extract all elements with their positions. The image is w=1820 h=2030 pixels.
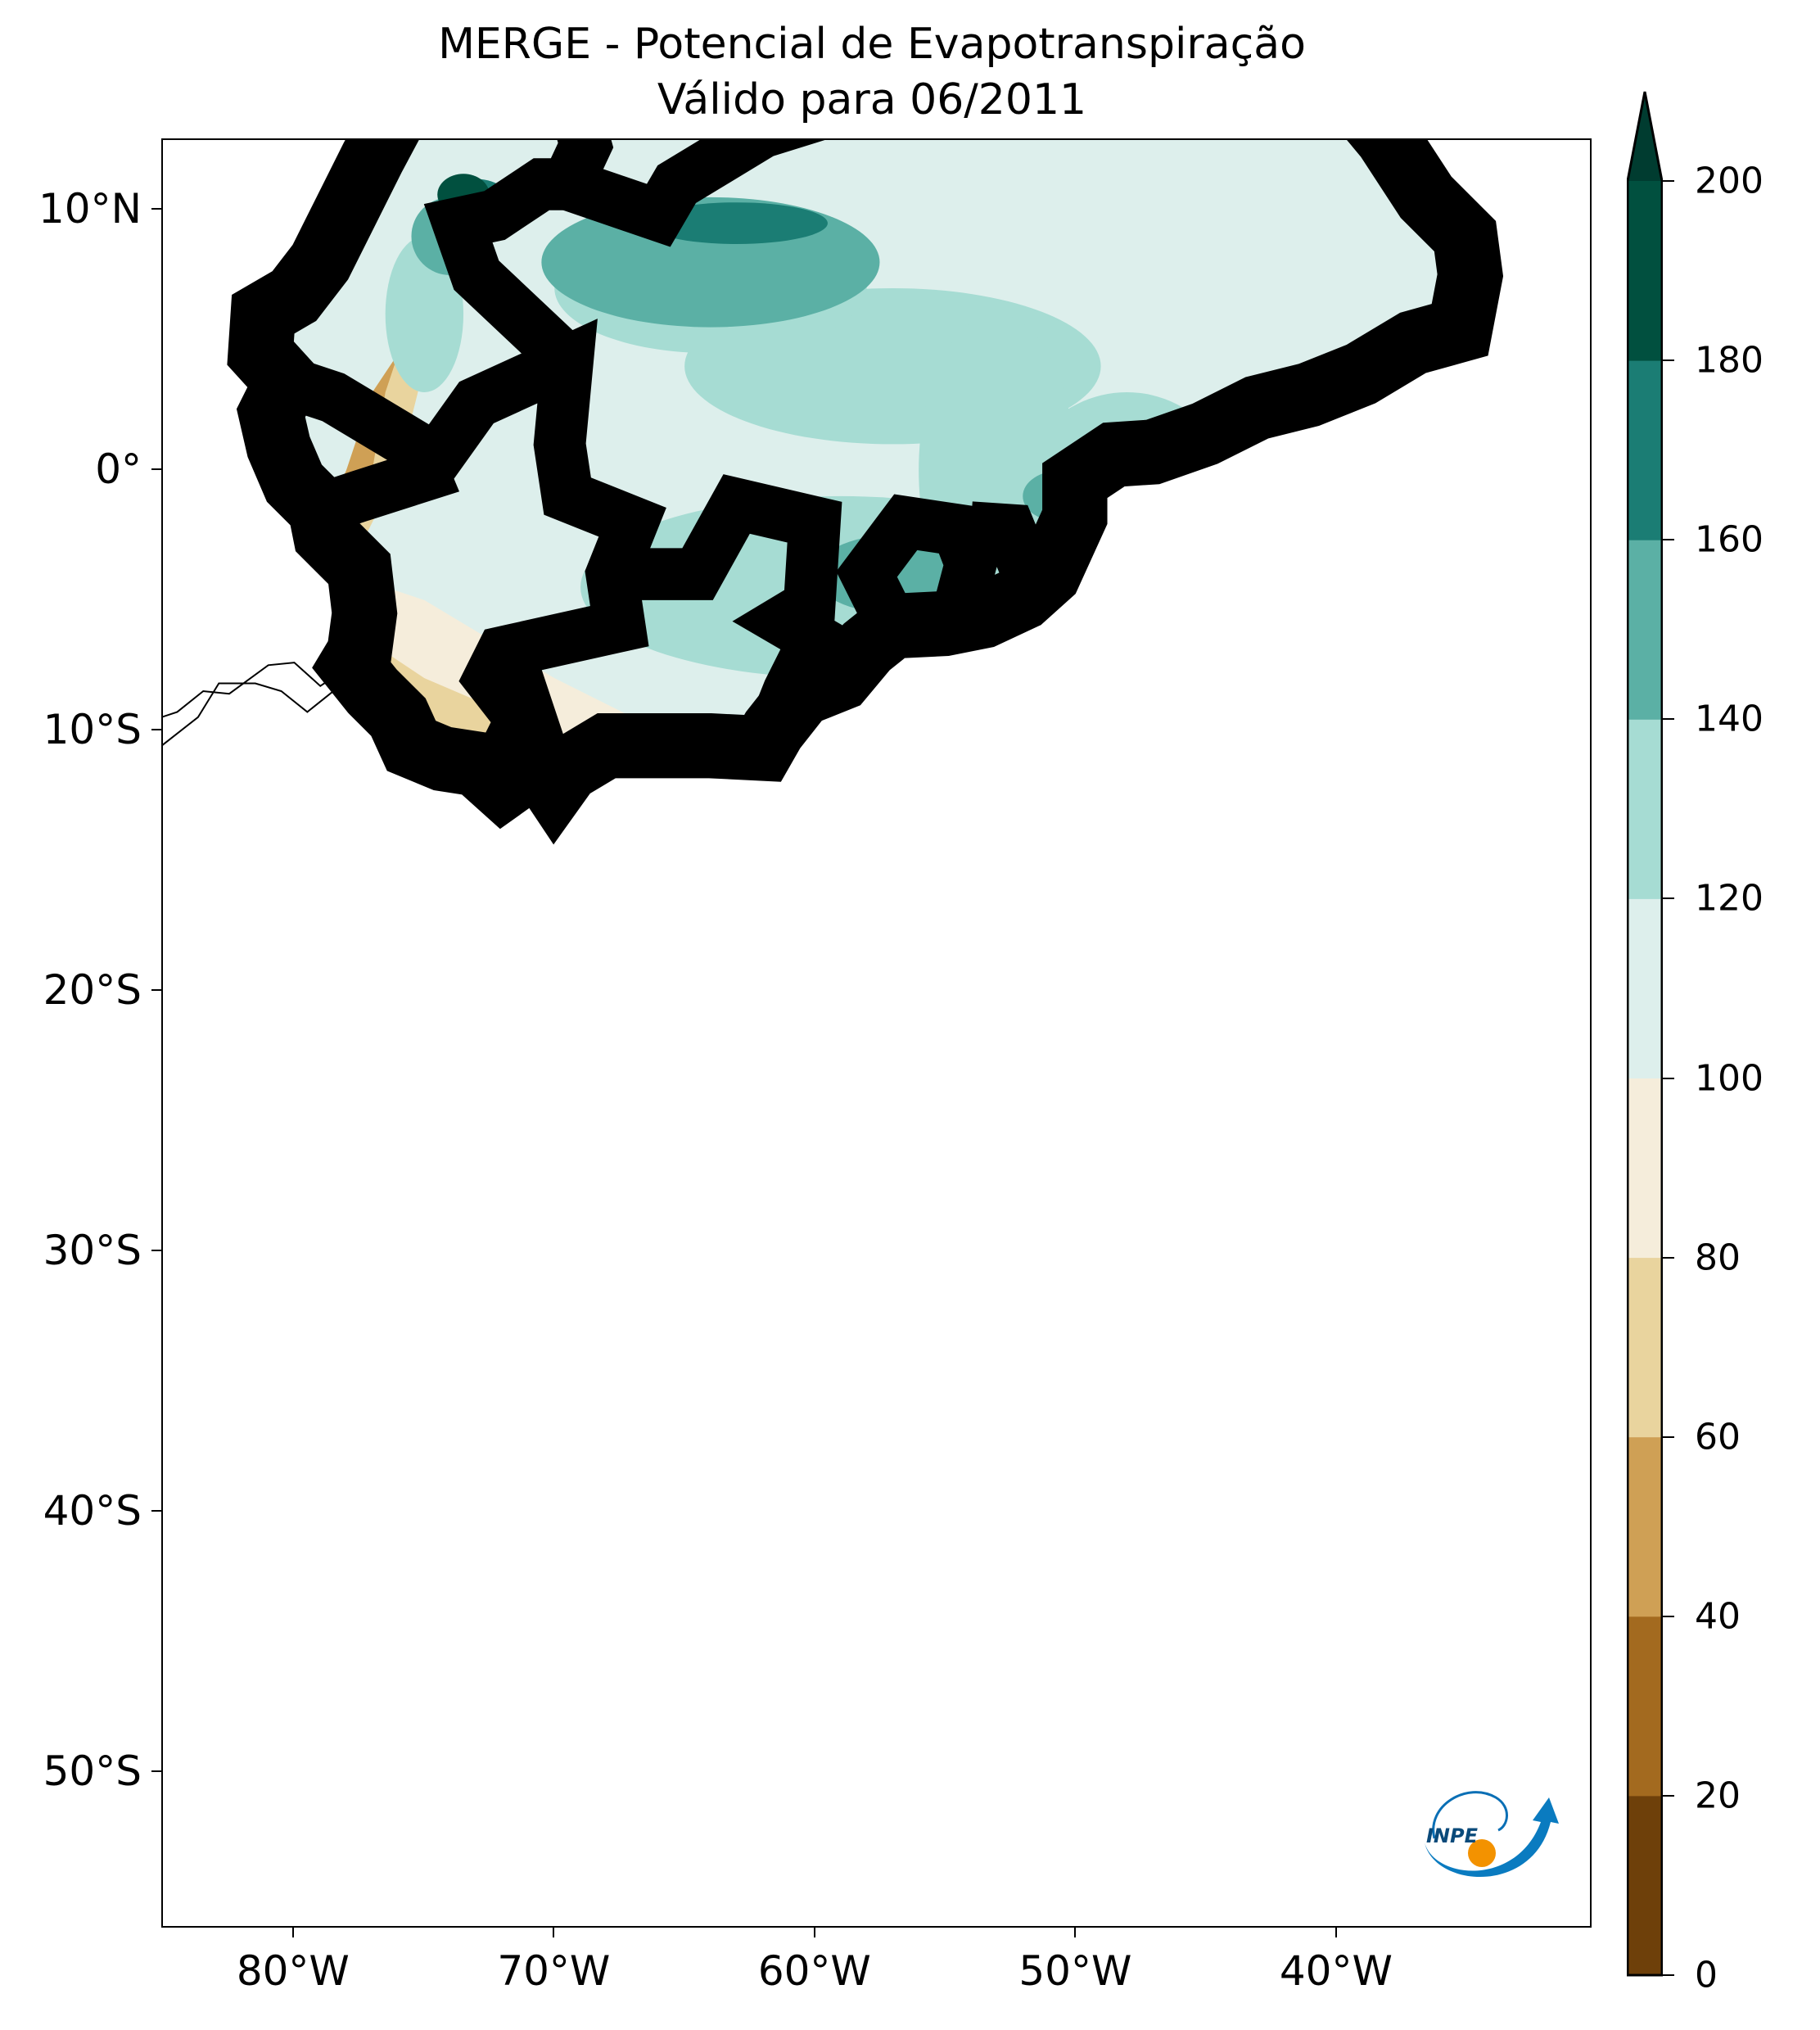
- colorbar-segment-160-180: [1627, 360, 1663, 540]
- colorbar-segment-120-140: [1627, 719, 1663, 899]
- y-tick-label: 50°S: [43, 1747, 142, 1796]
- colorbar-label: 60: [1695, 1416, 1741, 1458]
- x-tick-label: 60°W: [757, 1947, 871, 1995]
- colorbar-label: 80: [1695, 1237, 1741, 1279]
- chart-subtitle: Válido para 06/2011: [657, 75, 1087, 124]
- colorbar-segment-40-60: [1627, 1436, 1663, 1617]
- colorbar-label: 140: [1695, 698, 1764, 740]
- colorbar-tick: [1663, 359, 1674, 362]
- x-tick-mark: [1335, 1928, 1337, 1937]
- south-america-map: [163, 140, 1590, 1926]
- colorbar-label: 20: [1695, 1775, 1741, 1817]
- colorbar-label: 120: [1695, 877, 1764, 920]
- colorbar-label: 100: [1695, 1057, 1764, 1099]
- y-tick-mark: [151, 1770, 161, 1773]
- y-tick-mark: [151, 728, 161, 730]
- y-tick-mark: [151, 468, 161, 470]
- colorbar-tick: [1663, 1974, 1674, 1976]
- colorbar-tick: [1663, 1615, 1674, 1617]
- colorbar-segment-0-20: [1627, 1795, 1663, 1976]
- y-tick-label: 10°S: [43, 705, 142, 753]
- colorbar-tick: [1663, 1435, 1674, 1438]
- y-tick-label: 30°S: [43, 1227, 142, 1275]
- colorbar-tick: [1663, 718, 1674, 721]
- colorbar-segment-180-200: [1627, 181, 1663, 361]
- logo-text: INPE: [1426, 1824, 1479, 1847]
- colorbar-label: 160: [1695, 518, 1764, 561]
- x-tick-label: 70°W: [497, 1947, 611, 1995]
- x-tick-label: 50°W: [1018, 1947, 1132, 1995]
- map-plot-area: [161, 138, 1592, 1928]
- country-borders: [278, 140, 1055, 741]
- colorbar-tick: [1663, 1794, 1674, 1797]
- x-tick-mark: [1074, 1928, 1077, 1937]
- logo-arrow: [1425, 1797, 1559, 1878]
- logo-sun: [1468, 1839, 1496, 1867]
- colorbar-label: 200: [1695, 160, 1764, 202]
- logo-swirl: [1432, 1791, 1508, 1839]
- colorbar-segment-100-120: [1627, 898, 1663, 1078]
- colorbar-label: 40: [1695, 1595, 1741, 1638]
- central-america-outline: [163, 662, 351, 746]
- colorbar-tick: [1663, 1077, 1674, 1079]
- y-tick-mark: [151, 207, 161, 210]
- x-tick-mark: [553, 1928, 555, 1937]
- x-tick-mark: [291, 1928, 294, 1937]
- colorbar-outline: [1627, 91, 1663, 1977]
- y-tick-label: 0°: [95, 445, 142, 493]
- y-tick-mark: [151, 1510, 161, 1512]
- colorbar-tick: [1663, 1256, 1674, 1259]
- y-tick-label: 40°S: [43, 1487, 142, 1535]
- colorbar-tick: [1663, 897, 1674, 900]
- x-tick-mark: [813, 1928, 815, 1937]
- colorbar-extend-arrow: [1627, 92, 1663, 181]
- y-tick-mark: [151, 989, 161, 992]
- colorbar-tick: [1663, 180, 1674, 182]
- x-tick-label: 40°W: [1279, 1947, 1393, 1995]
- colorbar-segment-140-160: [1627, 540, 1663, 720]
- chart-title: MERGE - Potencial de Evapotranspiração: [438, 20, 1306, 69]
- colorbar: [1627, 91, 1663, 1977]
- y-tick-label: 20°S: [43, 966, 142, 1015]
- x-tick-label: 80°W: [236, 1947, 350, 1995]
- colorbar-tick: [1663, 539, 1674, 541]
- colorbar-segment-20-40: [1627, 1616, 1663, 1797]
- colorbar-segment-80-100: [1627, 1078, 1663, 1259]
- inpe-logo: INPE: [1425, 1791, 1559, 1878]
- colorbar-label: 180: [1695, 339, 1764, 382]
- colorbar-segment-60-80: [1627, 1257, 1663, 1438]
- y-tick-mark: [151, 1250, 161, 1252]
- y-tick-label: 10°N: [38, 184, 142, 233]
- colorbar-label: 0: [1695, 1954, 1718, 1996]
